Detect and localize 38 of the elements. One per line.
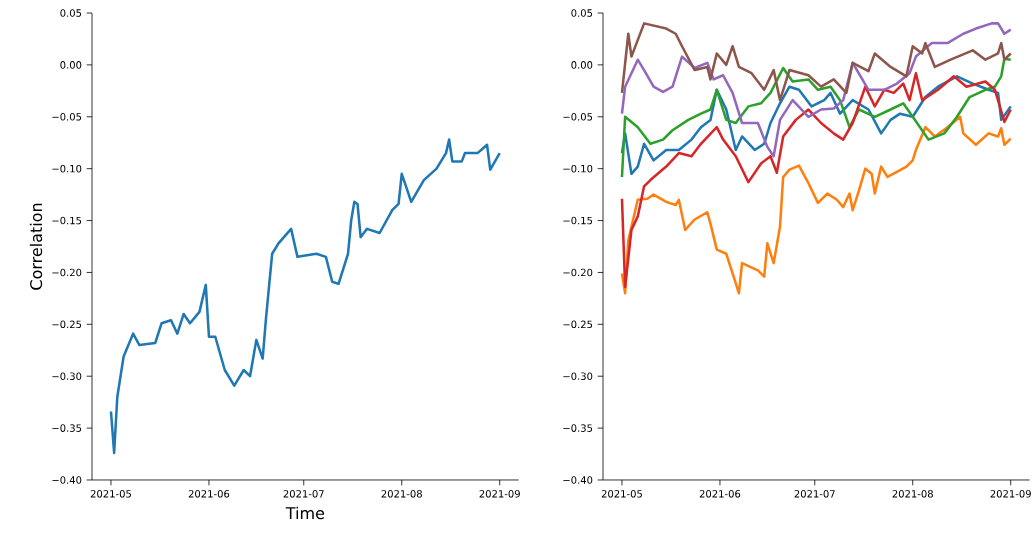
y-tick-label: −0.30 xyxy=(52,372,82,380)
y-tick-label: −0.40 xyxy=(563,476,593,484)
x-tick-label: 2021-06 xyxy=(699,490,741,498)
x-tick-label: 2021-09 xyxy=(479,490,520,498)
y-tick-label: −0.35 xyxy=(52,424,82,432)
y-tick-label: −0.25 xyxy=(52,320,82,329)
line-series xyxy=(620,115,1012,295)
line-series xyxy=(620,22,1012,158)
y-tick-label: −0.20 xyxy=(563,268,593,277)
y-tick-label: 0.00 xyxy=(60,61,82,69)
x-tick-label: 2021-05 xyxy=(90,490,131,498)
x-tick-label: 2021-05 xyxy=(601,490,642,498)
line-series xyxy=(109,138,501,455)
y-tick-label: −0.35 xyxy=(563,424,593,432)
y-tick-label: −0.10 xyxy=(52,164,82,173)
x-tick-label: 2021-07 xyxy=(794,490,835,498)
x-tick-label: 2021-09 xyxy=(990,490,1031,498)
line-series xyxy=(620,22,1012,102)
y-tick-label: −0.10 xyxy=(563,164,593,173)
y-tick-label: 0.05 xyxy=(571,9,593,17)
y-tick-label: −0.25 xyxy=(563,320,593,329)
y-tick-label: −0.15 xyxy=(563,216,593,225)
line-series xyxy=(620,57,1012,179)
x-tick-label: 2021-07 xyxy=(283,490,324,498)
x-tick-label: 2021-08 xyxy=(381,490,422,498)
y-tick-label: −0.40 xyxy=(52,476,82,484)
y-axis-title: Correlation xyxy=(29,203,43,290)
x-tick-label: 2021-06 xyxy=(188,490,230,498)
x-tick-label: 2021-08 xyxy=(892,490,933,498)
y-tick-label: −0.20 xyxy=(52,268,82,277)
y-tick-label: −0.05 xyxy=(52,112,82,121)
y-tick-label: −0.30 xyxy=(563,372,593,380)
line-series xyxy=(620,71,1012,289)
y-tick-label: 0.05 xyxy=(60,9,82,17)
y-tick-label: 0.00 xyxy=(571,61,593,69)
y-tick-label: −0.15 xyxy=(52,216,82,225)
y-tick-label: −0.05 xyxy=(563,112,593,121)
x-axis-title: Time xyxy=(285,506,325,520)
